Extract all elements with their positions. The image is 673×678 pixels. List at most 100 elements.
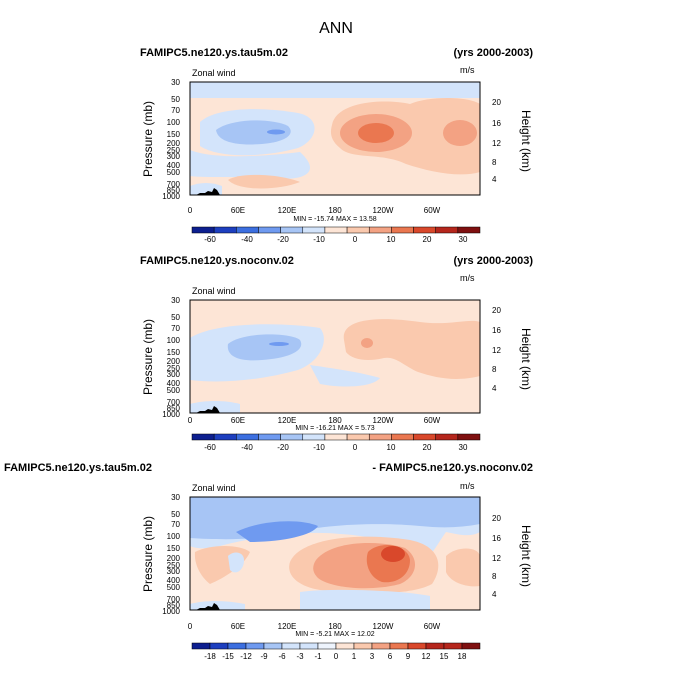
y-tick-700: 700 bbox=[167, 398, 181, 407]
y-tick-500: 500 bbox=[167, 583, 181, 592]
panel-2-case-title: FAMIPC5.ne120.ys.noconv.02 bbox=[140, 255, 294, 267]
cb-label: 3 bbox=[370, 652, 375, 661]
colorbar-swatch bbox=[413, 433, 436, 441]
y-tick-850: 850 bbox=[167, 601, 181, 610]
y-tick-50: 50 bbox=[171, 510, 180, 519]
y-tick-500: 500 bbox=[167, 386, 181, 395]
y2-tick-20: 20 bbox=[492, 98, 501, 107]
cb-label-neg40: -40 bbox=[241, 443, 253, 452]
colorbar-swatch bbox=[435, 433, 459, 441]
x-tick-180: 180 bbox=[328, 622, 342, 631]
colorbar-swatch bbox=[368, 433, 392, 441]
cb-label-30: 30 bbox=[459, 443, 468, 452]
y-tick-850: 850 bbox=[167, 186, 181, 195]
panel-3-westerly-max bbox=[381, 546, 405, 562]
x-tick-180: 180 bbox=[328, 206, 342, 215]
colorbar-swatch bbox=[335, 642, 355, 650]
cb-label: 0 bbox=[334, 652, 339, 661]
colorbar-swatch bbox=[281, 642, 301, 650]
colorbar-swatch bbox=[457, 226, 481, 234]
cb-label: -3 bbox=[296, 652, 304, 661]
cb-label: -9 bbox=[260, 652, 268, 661]
colorbar-swatch bbox=[280, 226, 304, 234]
y-tick-70: 70 bbox=[171, 520, 180, 529]
y-tick-1000: 1000 bbox=[162, 607, 180, 616]
cb-label-neg20: -20 bbox=[277, 235, 289, 244]
panel-2-variable: Zonal wind bbox=[192, 286, 236, 296]
cb-label-neg60: -60 bbox=[204, 443, 216, 452]
panel-2-colorbar-labels: -60 -40 -20 -10 0 10 20 30 bbox=[204, 443, 468, 452]
x-tick-120w: 120W bbox=[373, 622, 394, 631]
colorbar-swatch bbox=[368, 226, 392, 234]
panel-1-stats: MIN = -15.74 MAX = 13.58 bbox=[293, 216, 376, 223]
colorbar-swatch bbox=[391, 226, 414, 234]
panel-3-units: m/s bbox=[460, 481, 475, 491]
panel-3-y2label: Height (km) bbox=[519, 525, 533, 587]
cb-label-neg20: -20 bbox=[277, 443, 289, 452]
panel-1-upper-weak-easterly bbox=[190, 82, 480, 98]
x-tick-60w: 60W bbox=[424, 206, 441, 215]
panel-2-westerly-region bbox=[343, 319, 480, 379]
y-tick-30: 30 bbox=[171, 493, 180, 502]
y-tick-250: 250 bbox=[167, 561, 181, 570]
y-tick-700: 700 bbox=[167, 595, 181, 604]
colorbar-swatch bbox=[302, 433, 326, 441]
panel-1: FAMIPC5.ne120.ys.tau5m.02 (yrs 2000-2003… bbox=[140, 47, 533, 244]
panel-2-stats: MIN = -16.21 MAX = 5.73 bbox=[295, 425, 374, 432]
panel-3-variable: Zonal wind bbox=[192, 483, 236, 493]
colorbar-swatch bbox=[425, 642, 445, 650]
panel-3-colorbar-labels: -18 -15 -12 -9 -6 -3 -1 0 1 3 6 9 12 15 18 bbox=[204, 652, 467, 661]
cb-label-20: 20 bbox=[423, 443, 432, 452]
panel-1-colorbar-labels: -60 -40 -20 -10 0 10 20 30 bbox=[204, 235, 468, 244]
y-tick-300: 300 bbox=[167, 567, 181, 576]
cb-label-0: 0 bbox=[353, 443, 358, 452]
y-tick-1000: 1000 bbox=[162, 192, 180, 201]
cb-label-10: 10 bbox=[387, 235, 396, 244]
cb-label: 6 bbox=[388, 652, 393, 661]
panel-2-units: m/s bbox=[460, 273, 475, 283]
panel-2-years: (yrs 2000-2003) bbox=[453, 255, 533, 267]
y-tick-850: 850 bbox=[167, 404, 181, 413]
panel-3-lower-easterly bbox=[300, 589, 430, 610]
panel-3-stats: MIN = -5.21 MAX = 12.02 bbox=[295, 631, 374, 638]
y-tick-100: 100 bbox=[167, 118, 181, 127]
cb-label-neg10: -10 bbox=[313, 235, 325, 244]
panel-1-colorbar bbox=[191, 226, 481, 234]
cb-label: 12 bbox=[422, 652, 431, 661]
panel-1-lower-weak-easterly bbox=[190, 150, 310, 179]
y-tick-250: 250 bbox=[167, 146, 181, 155]
y-tick-300: 300 bbox=[167, 370, 181, 379]
x-tick-0: 0 bbox=[188, 622, 193, 631]
colorbar-swatch bbox=[209, 642, 229, 650]
x-tick-60w: 60W bbox=[424, 416, 441, 425]
panel-2-x-ticks: 0 60E 120E 180 120W 60W bbox=[188, 416, 441, 425]
figure-title: ANN bbox=[319, 20, 353, 37]
cb-label: -18 bbox=[204, 652, 216, 661]
y-tick-50: 50 bbox=[171, 313, 180, 322]
panel-1-plot-frame bbox=[189, 81, 481, 196]
y-tick-200: 200 bbox=[167, 139, 181, 148]
y2-tick-16: 16 bbox=[492, 119, 501, 128]
y-tick-200: 200 bbox=[167, 554, 181, 563]
colorbar-swatch bbox=[346, 226, 370, 234]
panel-3: FAMIPC5.ne120.ys.tau5m.02 - FAMIPC5.ne12… bbox=[4, 462, 533, 661]
colorbar-swatch bbox=[317, 642, 337, 650]
y2-tick-4: 4 bbox=[492, 175, 497, 184]
x-tick-0: 0 bbox=[188, 416, 193, 425]
colorbar-swatch bbox=[353, 642, 373, 650]
panel-3-west-neg-pocket bbox=[228, 552, 244, 573]
y2-tick-12: 12 bbox=[492, 139, 501, 148]
x-tick-120e: 120E bbox=[278, 206, 297, 215]
y2-tick-20: 20 bbox=[492, 514, 501, 523]
y-tick-70: 70 bbox=[171, 106, 180, 115]
colorbar-swatch bbox=[413, 226, 436, 234]
y-tick-250: 250 bbox=[167, 364, 181, 373]
x-tick-180: 180 bbox=[328, 416, 342, 425]
colorbar-swatch bbox=[391, 433, 414, 441]
panel-1-y2label: Height (km) bbox=[519, 110, 533, 172]
panel-3-topography bbox=[196, 603, 220, 610]
panel-3-ylabel: Pressure (mb) bbox=[141, 516, 155, 592]
cb-label-neg60: -60 bbox=[204, 235, 216, 244]
x-tick-120e: 120E bbox=[278, 416, 297, 425]
y-tick-500: 500 bbox=[167, 168, 181, 177]
